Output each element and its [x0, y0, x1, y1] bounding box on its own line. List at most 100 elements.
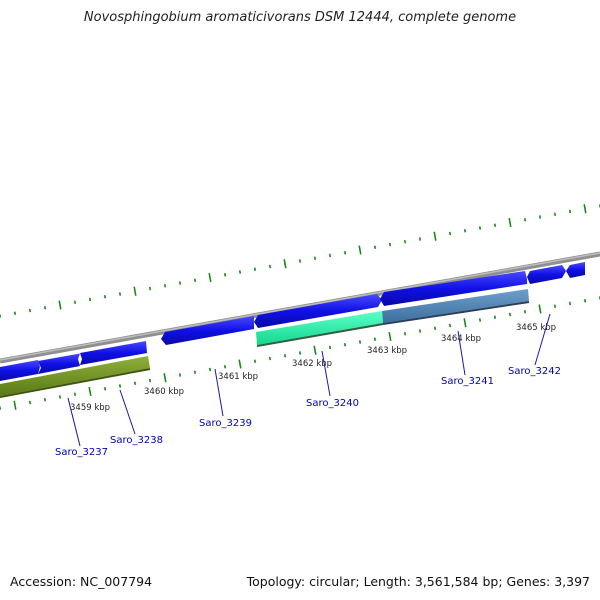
minor-tick [163, 284, 167, 288]
minor-tick [463, 229, 467, 233]
minor-tick [178, 373, 182, 377]
genome-summary-text: Topology: circular; Length: 3,561,584 bp… [246, 574, 590, 589]
gene-leader-lines [67, 313, 551, 447]
minor-tick [568, 209, 572, 214]
minor-tick [193, 370, 197, 374]
outer-scale-ticks [0, 204, 600, 318]
minor-tick [58, 395, 62, 399]
minor-tick [583, 299, 587, 303]
minor-tick [253, 267, 257, 271]
minor-tick [433, 326, 437, 330]
gene-saro-3239[interactable] [161, 316, 254, 345]
minor-tick [493, 315, 497, 319]
minor-tick [43, 398, 47, 402]
minor-tick [418, 329, 422, 333]
minor-tick [133, 381, 137, 385]
major-tick [238, 359, 242, 369]
major-tick [163, 373, 167, 383]
major-tick [433, 231, 437, 241]
major-tick [13, 400, 17, 410]
minor-tick [193, 278, 197, 282]
gene-label-saro-3240[interactable]: Saro_3240 [306, 398, 359, 409]
major-tick [538, 304, 542, 314]
minor-tick [283, 354, 287, 358]
gene-label-saro-3242[interactable]: Saro_3242 [508, 366, 561, 377]
minor-tick [298, 259, 302, 263]
gene-label-saro-3238[interactable]: Saro_3238 [110, 435, 163, 446]
minor-tick [118, 292, 122, 296]
major-tick [313, 345, 317, 355]
minor-tick [28, 400, 32, 405]
major-tick [388, 331, 392, 342]
gene-label-saro-3241[interactable]: Saro_3241 [441, 376, 494, 387]
scale-label: 3464 kbp [441, 334, 481, 344]
minor-tick [418, 237, 422, 241]
minor-tick [13, 311, 17, 315]
minor-tick [148, 286, 152, 291]
minor-tick [328, 345, 332, 350]
scale-label: 3459 kbp [70, 403, 110, 413]
gene-saro-3242[interactable] [527, 265, 566, 284]
minor-tick [223, 365, 227, 369]
accession-text: Accession: NC_007794 [10, 574, 153, 589]
minor-tick [508, 312, 512, 317]
map-title: Novosphingobium aromaticivorans DSM 1244… [83, 10, 517, 25]
minor-tick [298, 351, 302, 355]
minor-tick [88, 297, 92, 302]
minor-tick [373, 337, 377, 341]
gene-label-saro-3239[interactable]: Saro_3239 [199, 418, 252, 429]
gene-saro-3238b[interactable] [80, 341, 147, 365]
minor-tick [358, 340, 362, 344]
gene-labels: Saro_3237 Saro_3238 Saro_3239 Saro_3240 … [55, 366, 561, 458]
scale-label: 3465 kbp [516, 323, 556, 333]
gene-track [0, 262, 585, 381]
scale-labels: 3459 kbp 3460 kbp 3461 kbp 3462 kbp 3463… [70, 323, 556, 413]
scale-label: 3460 kbp [144, 387, 184, 397]
minor-tick [493, 223, 497, 227]
gene-saro-3240[interactable] [254, 294, 382, 328]
major-tick [58, 300, 62, 310]
minor-tick [403, 332, 407, 336]
minor-tick [328, 253, 332, 258]
genome-backbone [0, 251, 600, 364]
minor-tick [568, 301, 572, 306]
minor-tick [448, 231, 452, 236]
scale-label: 3462 kbp [292, 359, 332, 369]
gene-saro-3237[interactable] [0, 360, 40, 381]
minor-tick [478, 318, 482, 322]
minor-tick [148, 378, 152, 383]
gene-label-saro-3237[interactable]: Saro_3237 [55, 447, 108, 458]
major-tick [583, 204, 587, 214]
major-tick [358, 245, 362, 255]
minor-tick [523, 310, 527, 314]
minor-tick [103, 387, 107, 391]
minor-tick [223, 273, 227, 277]
minor-tick [268, 356, 272, 361]
minor-tick [208, 367, 212, 372]
minor-tick [538, 215, 542, 219]
minor-tick [73, 392, 77, 396]
gene-saro-3241[interactable] [380, 271, 527, 306]
minor-tick [553, 304, 557, 308]
minor-tick [523, 218, 527, 222]
minor-tick [103, 295, 107, 299]
minor-tick [343, 343, 347, 347]
minor-tick [268, 264, 272, 269]
scale-label: 3461 kbp [218, 372, 258, 382]
minor-tick [178, 281, 182, 285]
minor-tick [373, 245, 377, 249]
major-tick [208, 272, 212, 283]
highlight-track [0, 289, 530, 398]
gene-saro-3238[interactable] [38, 353, 80, 375]
major-tick [463, 318, 467, 328]
major-tick [283, 259, 287, 269]
minor-tick [478, 226, 482, 230]
minor-tick [448, 323, 452, 328]
minor-tick [28, 308, 32, 313]
minor-tick [43, 306, 47, 310]
minor-tick [118, 384, 122, 388]
minor-tick [388, 242, 392, 247]
minor-tick [313, 256, 317, 260]
gene-saro-3243[interactable] [566, 262, 585, 278]
